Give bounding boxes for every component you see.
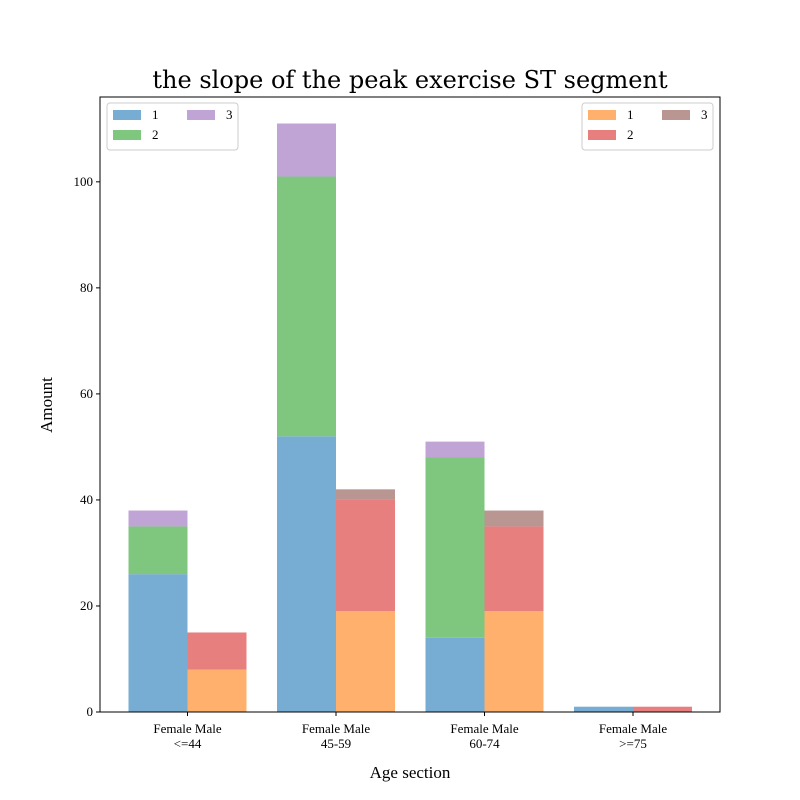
legend-label: 1 bbox=[627, 107, 634, 122]
bar-female-series-1-cat-3 bbox=[574, 706, 633, 712]
legend-swatch bbox=[588, 130, 616, 140]
y-tick-label: 20 bbox=[80, 598, 93, 613]
legend-swatch bbox=[113, 110, 141, 120]
legend-label: 3 bbox=[226, 107, 233, 122]
bar-female-series-2-cat-2 bbox=[425, 457, 485, 638]
bar-male-series-1-cat-2 bbox=[484, 611, 544, 712]
legend-swatch bbox=[662, 110, 690, 120]
y-tick-label: 80 bbox=[80, 280, 93, 295]
x-tick-label-top: Female Male bbox=[450, 721, 518, 736]
bar-male-series-2-cat-0 bbox=[187, 632, 247, 670]
x-tick-label-top: Female Male bbox=[302, 721, 370, 736]
y-axis-label: Amount bbox=[37, 377, 56, 433]
plot-area bbox=[128, 123, 692, 712]
legend-swatch bbox=[113, 130, 141, 140]
legend-upper-right: 1 2 3 bbox=[581, 102, 714, 151]
bar-female-series-3-cat-0 bbox=[128, 510, 188, 527]
bar-female-series-2-cat-1 bbox=[277, 176, 336, 437]
legend-label: 3 bbox=[701, 107, 708, 122]
legend-label: 2 bbox=[627, 127, 634, 142]
bar-female-series-2-cat-0 bbox=[128, 526, 188, 575]
bar-male-series-2-cat-2 bbox=[484, 526, 544, 612]
x-tick-label-top: Female Male bbox=[153, 721, 221, 736]
legends: 1 2 3 1 2 3 bbox=[106, 102, 714, 151]
bar-female-series-3-cat-2 bbox=[425, 441, 485, 458]
legend-swatch bbox=[187, 110, 215, 120]
x-axis-label: Age section bbox=[370, 763, 451, 782]
y-tick-label: 100 bbox=[74, 174, 94, 189]
legend-swatch bbox=[588, 110, 616, 120]
bar-female-series-3-cat-1 bbox=[277, 123, 336, 177]
legend-label: 2 bbox=[152, 127, 159, 142]
bar-male-series-3-cat-1 bbox=[336, 489, 395, 500]
bar-female-series-1-cat-0 bbox=[128, 574, 188, 712]
chart-title: the slope of the peak exercise ST segmen… bbox=[152, 66, 668, 94]
x-tick-label-bottom: <=44 bbox=[174, 736, 202, 751]
plot-frame bbox=[99, 96, 721, 713]
bar-male-series-1-cat-0 bbox=[187, 669, 247, 712]
x-tick-label-bottom: 45-59 bbox=[321, 736, 351, 751]
y-axis: 0 20 40 60 80 100 bbox=[74, 174, 100, 719]
bar-male-series-1-cat-1 bbox=[336, 611, 395, 712]
bar-male-series-2-cat-1 bbox=[336, 499, 395, 612]
bar-male-series-3-cat-2 bbox=[484, 510, 544, 527]
bar-male-series-2-cat-3 bbox=[633, 706, 692, 712]
bar-female-series-1-cat-1 bbox=[277, 436, 336, 712]
legend-upper-left: 1 2 3 bbox=[106, 102, 239, 151]
x-tick-label-bottom: 60-74 bbox=[469, 736, 500, 751]
y-tick-label: 0 bbox=[87, 704, 94, 719]
x-tick-label-top: Female Male bbox=[599, 721, 667, 736]
y-tick-label: 40 bbox=[80, 492, 93, 507]
bar-female-series-1-cat-2 bbox=[425, 637, 485, 712]
x-tick-label-bottom: >=75 bbox=[619, 736, 647, 751]
legend-label: 1 bbox=[152, 107, 159, 122]
y-tick-label: 60 bbox=[80, 386, 93, 401]
